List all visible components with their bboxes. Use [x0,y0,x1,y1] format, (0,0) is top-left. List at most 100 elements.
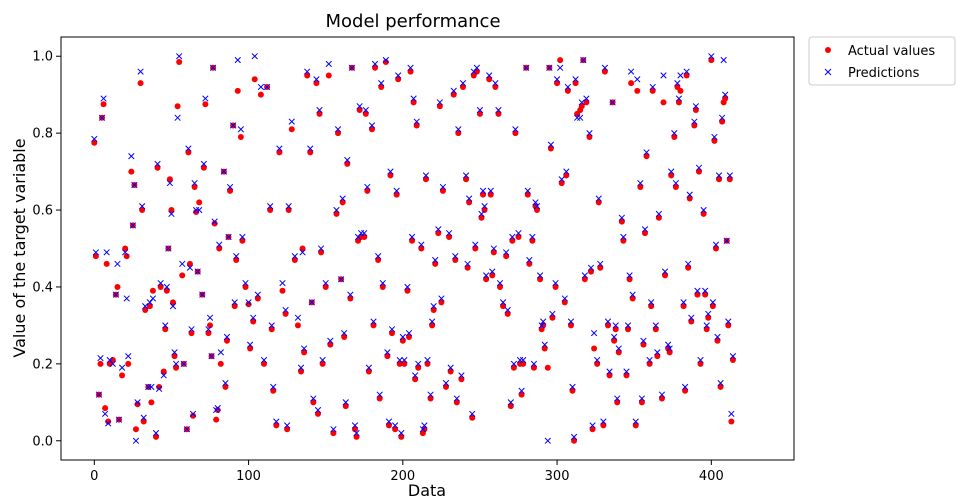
prediction-point [251,53,258,60]
prediction-point [436,99,443,106]
actual-value-point [552,283,559,290]
prediction-point [412,372,419,379]
actual-value-point [379,283,386,290]
actual-value-point [282,310,289,317]
prediction-point [122,249,129,256]
actual-value-point [257,91,264,98]
prediction-point [668,168,675,175]
actual-value-point [694,291,701,298]
prediction-point [465,195,473,202]
prediction-point [552,279,559,287]
actual-value-point [595,199,602,206]
prediction-point [442,379,450,387]
y-tick-label: 1.0 [32,50,53,65]
actual-value-point [716,176,723,183]
actual-value-point [205,330,212,337]
prediction-point [283,422,291,429]
prediction-point [637,179,644,187]
actual-value-point [447,368,454,375]
actual-value-point [628,80,635,87]
prediction-point [473,64,481,71]
actual-value-point [629,295,636,302]
actual-value-point [526,260,533,267]
prediction-point [705,310,712,318]
prediction-point [112,291,120,298]
actual-value-point [541,345,548,352]
series-predictions [91,53,737,444]
prediction-point [510,360,518,368]
actual-value-point [680,303,687,310]
prediction-point [453,395,460,402]
prediction-point [438,295,445,302]
prediction-point [233,253,240,260]
prediction-point [685,260,692,268]
actual-value-point [268,326,275,333]
prediction-point [674,79,681,87]
prediction-point [114,260,121,268]
prediction-point [532,199,539,206]
prediction-point [496,279,504,287]
actual-value-point [193,208,200,215]
prediction-point [439,183,447,191]
actual-value-point [273,422,280,429]
prediction-point [270,383,277,391]
prediction-point [294,314,302,321]
prediction-point [308,299,315,306]
actual-value-point [685,264,692,271]
prediction-point [683,68,690,75]
prediction-point [391,422,399,429]
legend-box [808,36,956,86]
prediction-point [246,341,254,348]
prediction-point [715,172,723,179]
actual-value-point [547,145,554,152]
actual-value-point [339,199,346,206]
prediction-point [708,53,715,60]
prediction-point [643,149,650,156]
prediction-point [470,68,477,75]
prediction-point [225,233,232,241]
prediction-point [179,260,186,268]
actual-value-point [179,272,186,279]
actual-value-point [702,291,709,298]
actual-value-point [196,199,203,206]
actual-value-point [597,264,604,271]
prediction-point [223,333,231,341]
prediction-point [211,218,218,225]
actual-value-point [638,399,645,406]
actual-value-point [122,245,129,252]
actual-value-point [563,172,570,179]
actual-value-point [726,176,733,183]
actual-value-point [97,360,104,367]
prediction-point [314,406,322,414]
prediction-point [723,237,730,244]
actual-value-point [464,264,471,271]
actual-value-point [578,103,585,110]
prediction-point [282,306,289,314]
prediction-point [242,279,249,287]
prediction-point [183,426,191,433]
prediction-point [354,233,362,241]
actual-value-point [353,433,360,440]
prediction-point [316,106,323,114]
prediction-point [91,135,98,143]
actual-value-point [410,99,417,106]
prediction-point [450,87,457,94]
chart-marks [91,53,737,444]
actual-value-point [643,153,650,160]
prediction-point [620,233,627,241]
actual-value-point [487,191,494,198]
prediction-point [157,279,164,287]
actual-value-point [569,387,576,394]
prediction-point [322,279,329,287]
prediction-point [533,203,541,210]
legend-marker-actual [825,47,831,53]
actual-value-point [211,220,218,227]
prediction-point [604,318,612,325]
actual-value-point [510,364,517,371]
prediction-point [344,156,351,164]
prediction-point [128,153,135,160]
actual-value-point [399,337,406,344]
prediction-point [384,349,391,356]
prediction-point [435,226,442,233]
prediction-point [641,226,649,233]
